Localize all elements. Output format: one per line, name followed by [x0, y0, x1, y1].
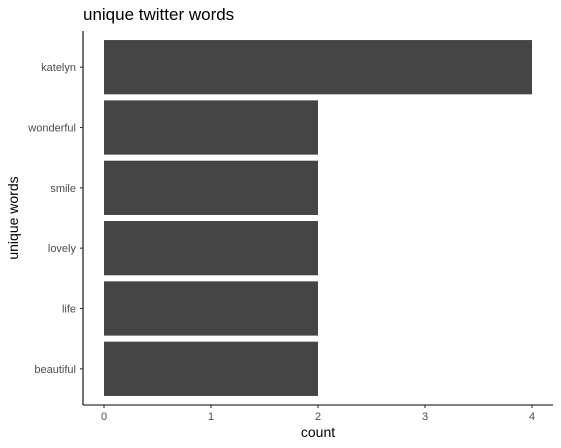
x-tick-label-2: 2	[315, 411, 321, 423]
bar-smile	[104, 160, 318, 215]
bar-lovely	[104, 221, 318, 276]
x-axis-ticks: 0 1 2 3 4	[101, 405, 535, 423]
bar-wonderful	[104, 100, 318, 155]
y-tick-label-wonderful: wonderful	[27, 123, 76, 135]
x-axis-title: count	[301, 424, 335, 440]
bar-katelyn	[104, 40, 532, 95]
x-tick-label-3: 3	[422, 411, 428, 423]
x-tick-label-1: 1	[208, 411, 214, 423]
bar-beautiful	[104, 341, 318, 396]
y-tick-label-smile: smile	[50, 183, 76, 195]
bars-group	[104, 40, 532, 396]
y-axis-title: unique words	[5, 176, 21, 259]
y-tick-label-katelyn: katelyn	[41, 62, 76, 74]
x-tick-label-4: 4	[529, 411, 535, 423]
x-tick-label-0: 0	[101, 411, 107, 423]
y-tick-label-lovely: lovely	[48, 243, 77, 255]
y-tick-label-beautiful: beautiful	[34, 364, 76, 376]
y-tick-label-life: life	[62, 303, 76, 315]
bar-life	[104, 281, 318, 336]
chart-title: unique twitter words	[83, 5, 234, 24]
y-axis-ticks: katelyn wonderful smile lovely life beautiful	[27, 62, 83, 376]
